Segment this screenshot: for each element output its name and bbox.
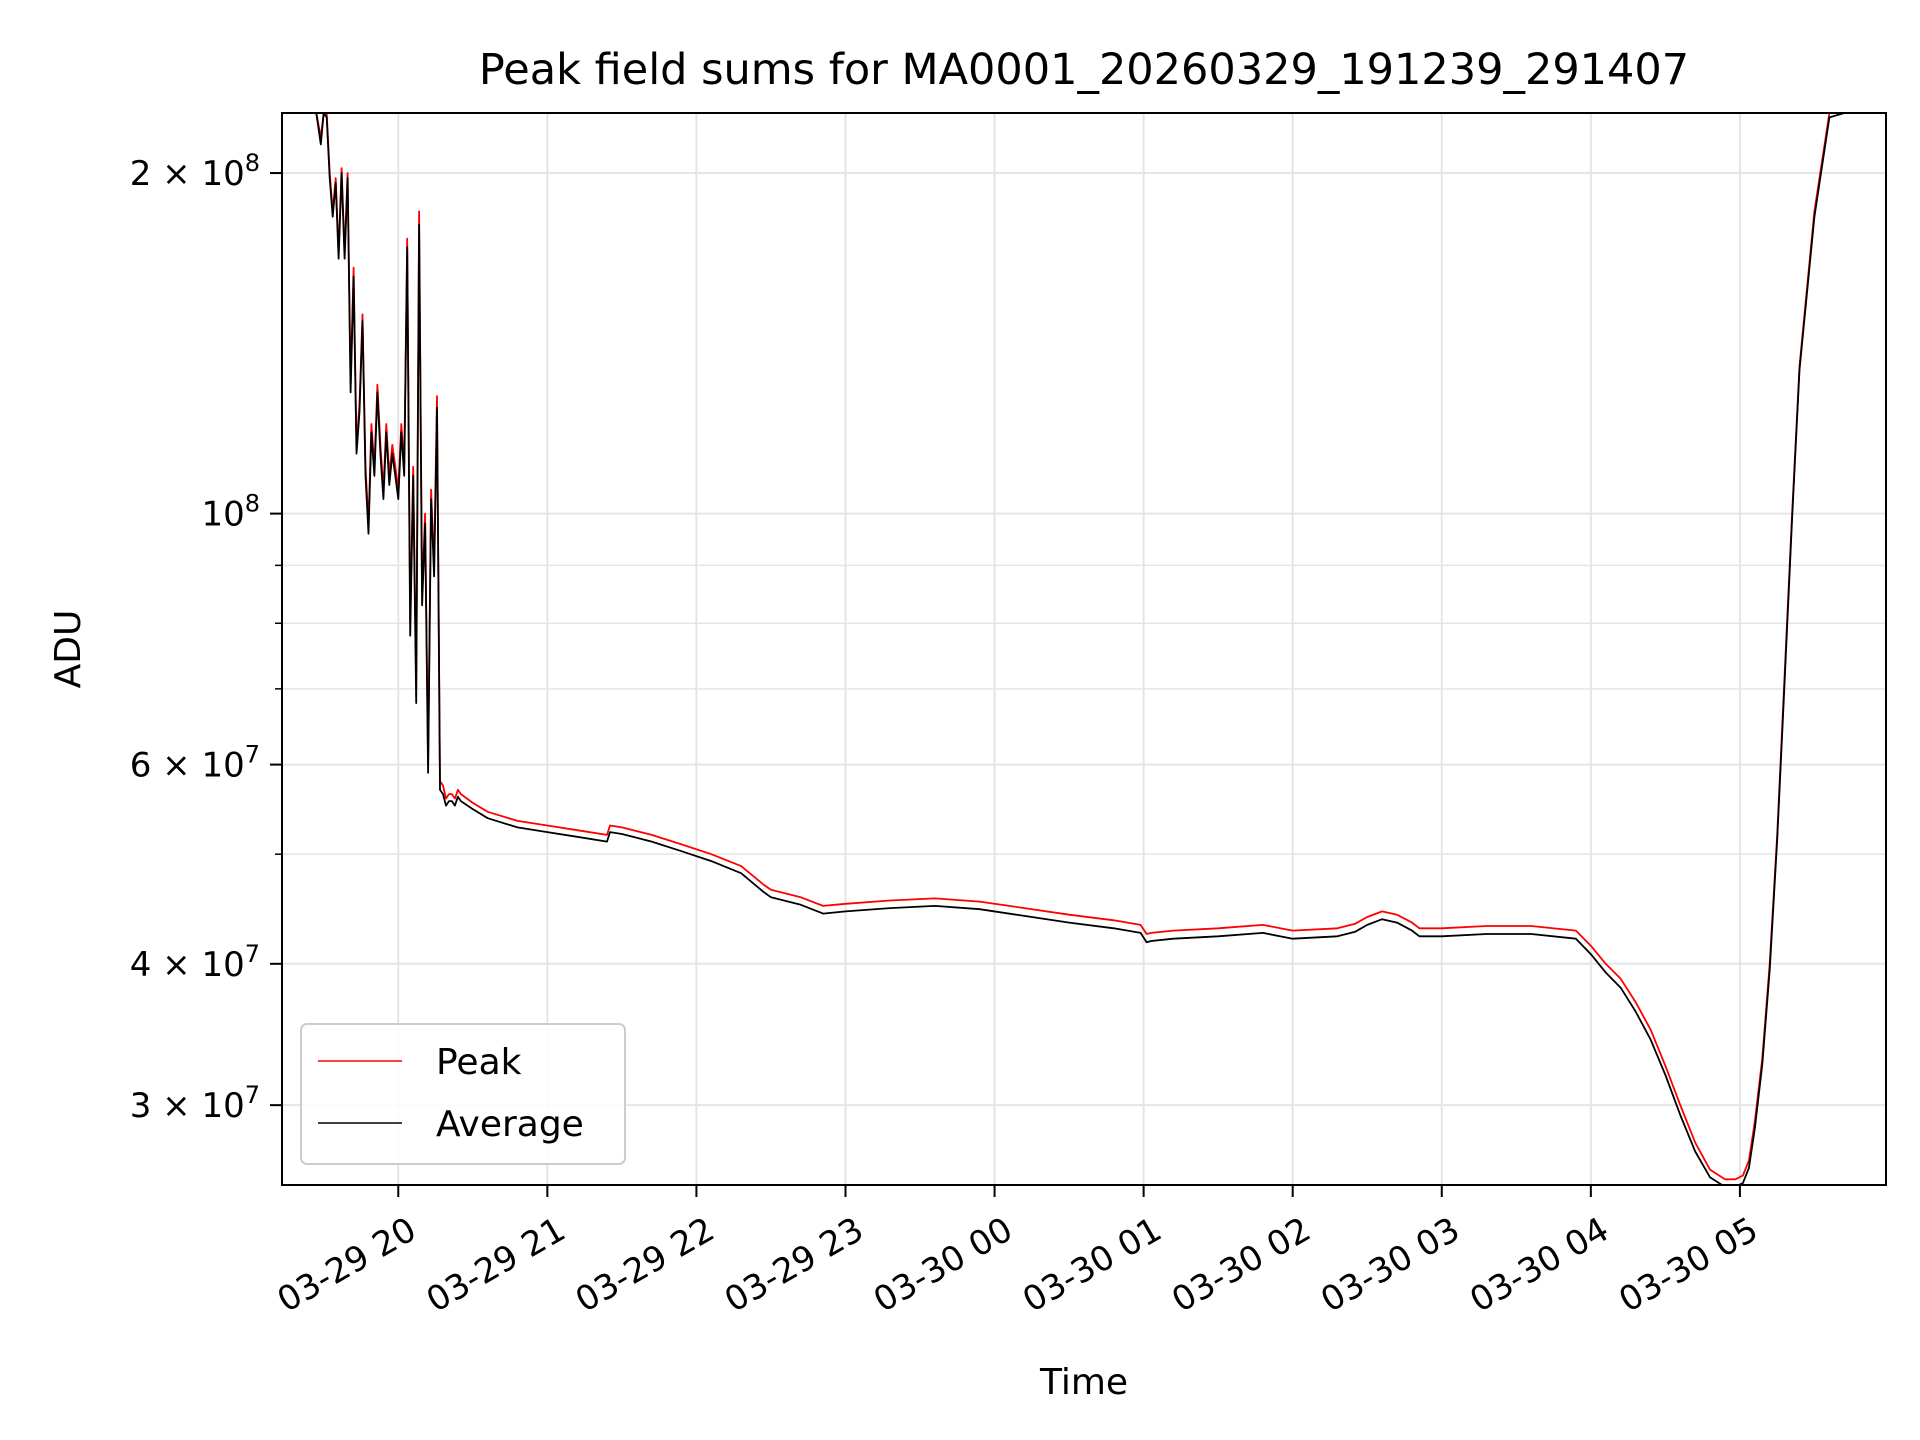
y-tick-label: 4 × 107	[130, 940, 260, 985]
y-tick-label: 6 × 107	[130, 741, 260, 786]
y-tick-label: 3 × 107	[130, 1081, 260, 1126]
series-lines	[282, 113, 1886, 1185]
series-line-average	[282, 113, 1886, 1185]
y-tick-label: 108	[201, 490, 260, 535]
y-axis-label: ADU	[48, 610, 89, 689]
y-axis: 2 × 108 108 6 × 107 4 × 107 3 × 107	[130, 149, 282, 1126]
chart-title: Peak field sums for MA0001_20260329_1912…	[479, 45, 1689, 95]
legend-label-peak: Peak	[436, 1042, 522, 1083]
legend: Peak Average	[300, 1023, 626, 1165]
axes-frame	[281, 112, 1887, 1186]
legend-label-average: Average	[436, 1104, 584, 1145]
x-axis-label: Time	[1039, 1362, 1128, 1403]
grid	[282, 113, 1886, 1185]
legend-box	[300, 1023, 626, 1165]
y-tick-label: 2 × 108	[130, 149, 260, 194]
